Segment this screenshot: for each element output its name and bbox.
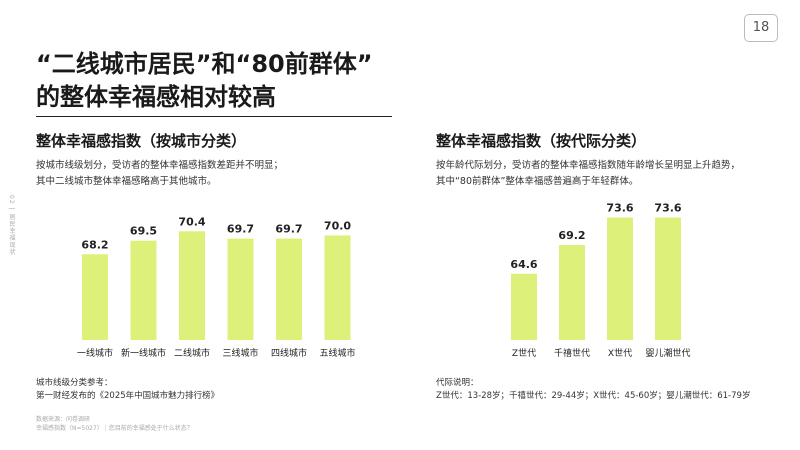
city-bar-chart: 68.2 一线城市 69.5 新一线城市 70.4 二线城市 69.7 三线城市 69.7 四线城… xyxy=(77,215,356,359)
footer-source: 数据来源：问卷调研 幸福感指数（N=5027）｜您目前的幸福感处于什么状态？ xyxy=(36,415,193,433)
category-label-一线城市: 一线城市 xyxy=(77,347,113,359)
bar-新一线城市 xyxy=(130,240,157,340)
city-desc-line-2: 其中二线城市整体幸福感略高于其他城市。 xyxy=(36,176,217,187)
data-label-四线城市: 69.7 xyxy=(275,223,302,236)
gen-note-title: 代际说明： xyxy=(436,378,479,388)
category-label-四线城市: 四线城市 xyxy=(271,347,307,359)
data-label-千禧世代: 69.2 xyxy=(558,229,585,242)
data-label-新一线城市: 69.5 xyxy=(130,225,157,238)
bar-千禧世代 xyxy=(559,245,585,340)
bar-Z世代 xyxy=(511,273,537,340)
city-note: 城市线级分类参考： 第一财经发布的《2025年中国城市魅力排行榜》 xyxy=(36,377,219,403)
bar-五线城市 xyxy=(324,235,351,340)
bar-X世代 xyxy=(607,217,633,340)
bar-三线城市 xyxy=(227,238,254,340)
city-note-text: 第一财经发布的《2025年中国城市魅力排行榜》 xyxy=(36,391,220,401)
headline-divider xyxy=(36,116,392,117)
data-label-Z世代: 64.6 xyxy=(510,258,537,271)
bar-四线城市 xyxy=(276,238,302,340)
data-label-二线城市: 70.4 xyxy=(178,215,205,228)
data-label-一线城市: 68.2 xyxy=(81,238,108,251)
bar-婴儿潮世代 xyxy=(655,217,681,340)
category-label-X世代: X世代 xyxy=(608,347,632,359)
category-label-新一线城市: 新一线城市 xyxy=(121,347,166,359)
footer-line-2: 幸福感指数（N=5027）｜您目前的幸福感处于什么状态？ xyxy=(36,425,193,432)
gen-desc-line-1: 按年龄代际划分，受访者的整体幸福感指数随年龄增长呈明显上升趋势， xyxy=(436,160,741,171)
city-note-title: 城市线级分类参考： xyxy=(36,378,113,388)
data-label-婴儿潮世代: 73.6 xyxy=(654,202,681,215)
city-desc-line-1: 按城市线级划分，受访者的整体幸福感指数差距并不明显； xyxy=(36,160,284,171)
category-label-五线城市: 五线城市 xyxy=(319,347,355,359)
bar-二线城市 xyxy=(179,231,205,340)
generation-chart-title: 整体幸福感指数（按代际分类） xyxy=(436,132,647,150)
gen-note-text: Z世代：13-28岁；千禧世代：29-44岁；X世代：45-60岁；婴儿潮世代：… xyxy=(436,391,751,401)
data-label-X世代: 73.6 xyxy=(606,202,633,215)
category-label-二线城市: 二线城市 xyxy=(174,347,210,359)
category-label-婴儿潮世代: 婴儿潮世代 xyxy=(645,347,690,359)
page-number: 18 xyxy=(744,14,778,42)
city-chart-title: 整体幸福感指数（按城市分类） xyxy=(36,132,247,150)
generation-note: 代际说明： Z世代：13-28岁；千禧世代：29-44岁；X世代：45-60岁；… xyxy=(436,377,750,403)
generation-bar-chart: 64.6 Z世代 69.2 千禧世代 73.6 X世代 73.6 婴儿潮世代 xyxy=(510,202,690,360)
data-label-三线城市: 69.7 xyxy=(227,223,254,236)
generation-chart-description: 按年龄代际划分，受访者的整体幸福感指数随年龄增长呈明显上升趋势， 其中“80前群… xyxy=(436,158,740,190)
page-headline: “二线城市居民”和“80前群体” 的整体幸福感相对较高 xyxy=(36,48,373,114)
data-label-五线城市: 70.0 xyxy=(324,219,351,232)
city-chart-description: 按城市线级划分，受访者的整体幸福感指数差距并不明显； 其中二线城市整体幸福感略高… xyxy=(36,158,283,190)
footer-line-1: 数据来源：问卷调研 xyxy=(36,416,91,423)
gen-desc-line-2: 其中“80前群体”整体幸福感普遍高于年轻群体。 xyxy=(436,176,639,187)
headline-line-1: “二线城市居民”和“80前群体” xyxy=(36,50,373,78)
category-label-三线城市: 三线城市 xyxy=(222,347,258,359)
side-section-label: 02 | 居民幸福现状 xyxy=(8,195,15,256)
headline-line-2: 的整体幸福感相对较高 xyxy=(36,83,276,111)
bar-一线城市 xyxy=(82,254,108,340)
category-label-千禧世代: 千禧世代 xyxy=(554,347,590,359)
category-label-Z世代: Z世代 xyxy=(512,347,536,359)
